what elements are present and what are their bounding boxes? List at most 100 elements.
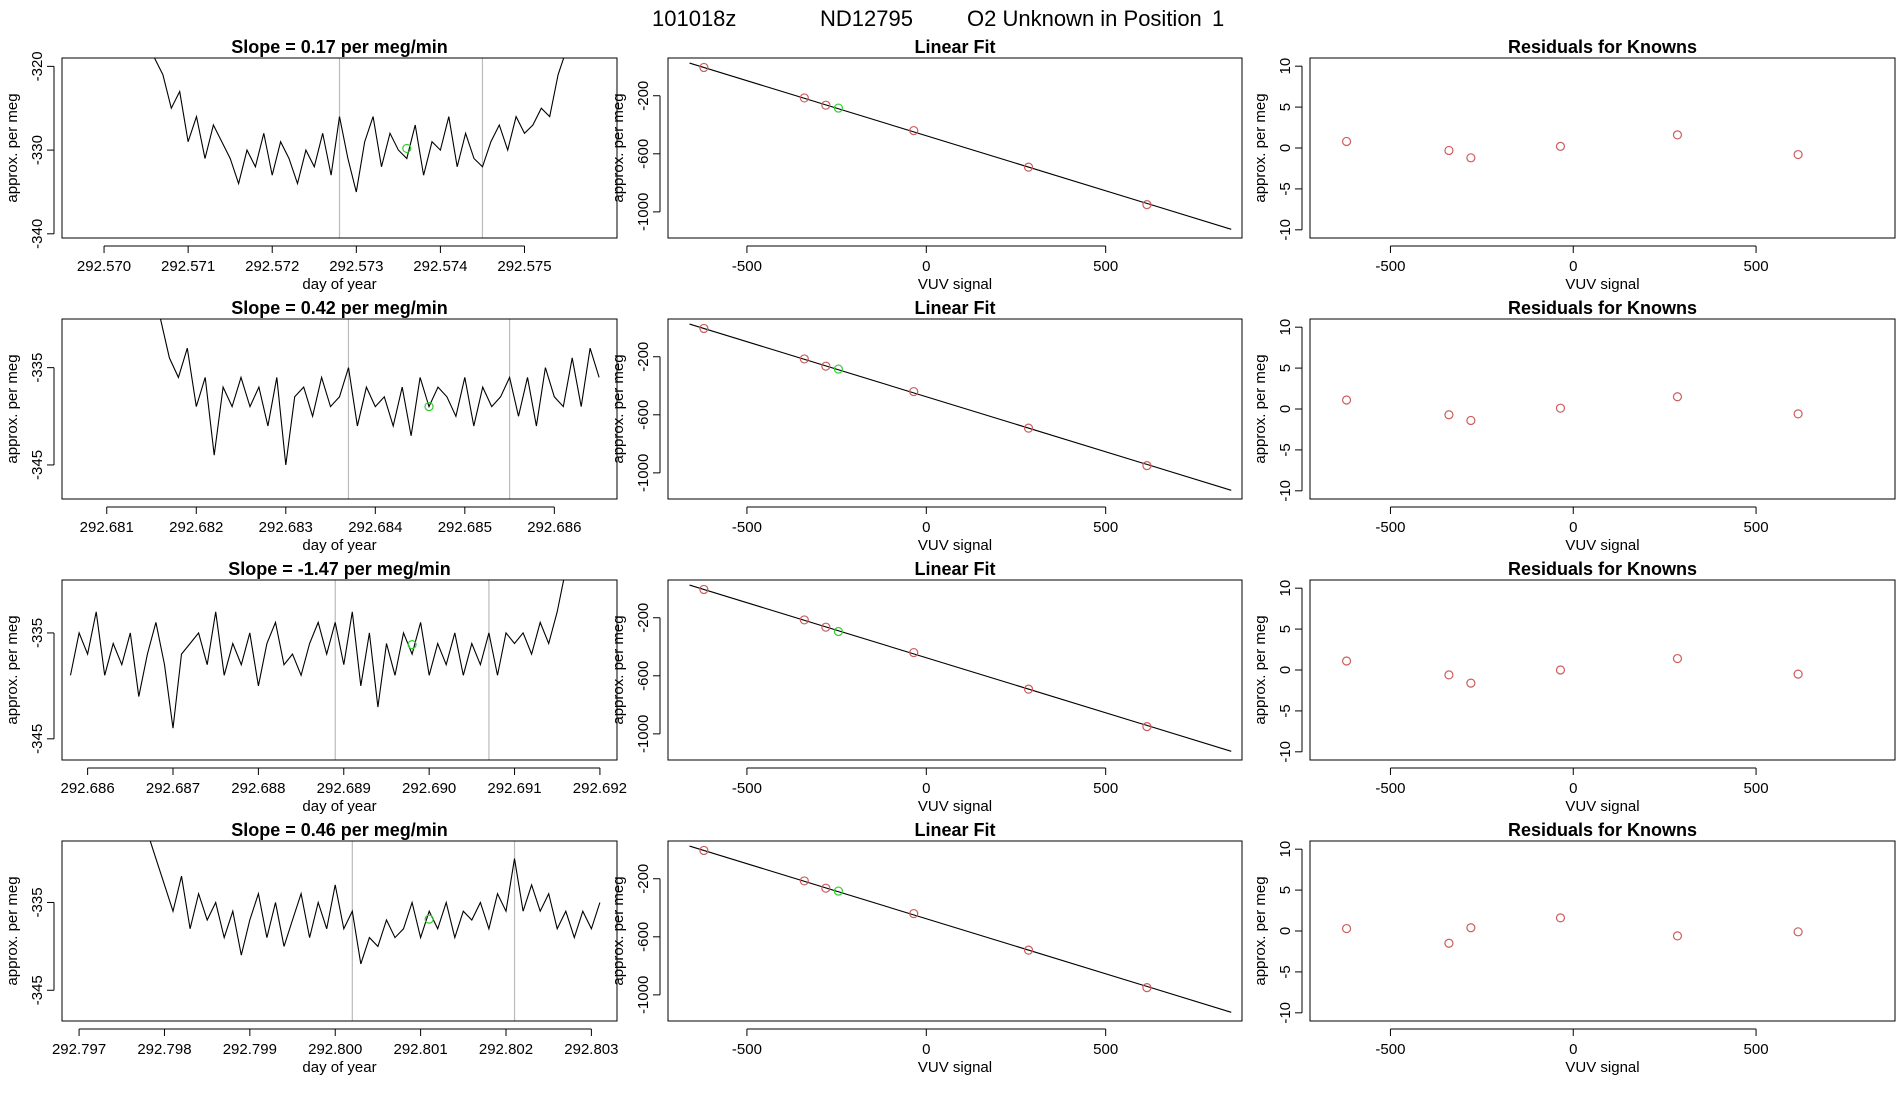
y-tick-label: -1000 [635,193,652,231]
x-axis-label: day of year [302,1059,376,1076]
known-point [1793,409,1803,419]
y-tick-label: -340 [29,219,46,249]
known-point [799,93,809,103]
known-point [909,386,919,397]
y-tick-label: 0 [1277,144,1294,152]
x-tick-label: 292.575 [497,258,551,275]
y-axis-label: approx. per meg [4,93,21,202]
series-line [149,841,601,965]
y-tick-label: 5 [1277,625,1294,633]
time-series-panel-1: Slope = 0.17 per meg/min 292.570 292.571 29… [4,37,618,293]
y-tick-label: -10 [1277,480,1294,502]
panel-title: Residuals for Knowns [1508,820,1697,840]
y-tick-label: -10 [1277,219,1294,241]
fit-line [689,584,1232,752]
y-axis-label: approx. per meg [610,354,627,463]
x-tick-label: 292.574 [413,258,467,275]
known-point [1341,395,1352,405]
y-axis-label: approx. per meg [610,93,627,202]
known-point [1341,136,1352,147]
y-tick-label: -320 [29,51,46,81]
x-tick-label: 292.798 [137,1041,191,1058]
x-tick-label: 500 [1093,258,1118,275]
plot-frame [61,579,618,761]
time-series-panel-4: Slope = 0.46 per meg/min 292.797 292.798 29… [4,820,619,1076]
known-point [1341,923,1352,934]
x-tick-label: -500 [1375,519,1405,536]
plot-frame [667,579,1243,761]
known-point [1555,913,1566,923]
x-tick-label: 292.685 [438,519,492,536]
x-tick-label: 292.686 [527,519,581,536]
y-tick-label: -10 [1277,1002,1294,1024]
x-tick-label: 292.687 [146,780,200,797]
unknown-point [833,626,844,637]
known-point [1023,162,1034,172]
y-tick-label: -5 [1277,443,1294,456]
panel-title: Slope = 0.42 per meg/min [231,298,448,318]
x-tick-label: 500 [1744,519,1769,536]
known-point [1555,141,1566,151]
x-tick-label: 0 [922,258,930,275]
y-axis-label: approx. per meg [4,615,21,724]
unknown-point [833,364,844,374]
y-tick-label: -335 [29,887,46,917]
panel-title: Slope = 0.17 per meg/min [231,37,448,57]
known-point [1444,670,1454,680]
panels: Slope = 0.17 per meg/min 292.570 292.571 29… [4,37,1896,1076]
x-tick-label: 292.802 [479,1041,533,1058]
title-run-id: 101018z [652,6,736,31]
data-layer [154,58,565,193]
y-tick-label: 10 [1277,319,1294,336]
x-tick-label: 292.691 [487,780,541,797]
data-layer [1341,653,1803,688]
y-axis-label: approx. per meg [1252,93,1269,202]
y-tick-label: 5 [1277,886,1294,894]
plot-frame [1309,579,1896,761]
x-tick-label: 292.571 [161,258,215,275]
x-tick-label: -500 [1375,1041,1405,1058]
known-point [1444,145,1454,156]
time-series-panel-3: Slope = -1.47 per meg/min 292.686 292.687 2… [4,559,627,815]
x-tick-label: 292.692 [573,780,627,797]
y-tick-label: 0 [1277,405,1294,413]
data-layer [69,580,565,729]
series-line [159,319,600,465]
x-tick-label: 0 [922,519,930,536]
y-tick-label: -345 [29,450,46,480]
known-point [699,323,709,334]
x-tick-label: -500 [732,258,762,275]
known-point [1793,927,1803,937]
y-tick-label: 5 [1277,103,1294,111]
y-tick-label: -600 [635,922,652,952]
y-tick-label: 10 [1277,580,1294,597]
known-point [799,615,809,625]
residuals-panel-2: Residuals for Knowns -500 0 500 VUV signal -1… [1252,298,1896,554]
panel-title: Linear Fit [914,559,995,579]
y-axis-label: approx. per meg [1252,354,1269,463]
known-point [1142,983,1152,993]
y-axis-label: approx. per meg [4,354,21,463]
x-tick-label: 0 [922,780,930,797]
data-layer [1341,913,1803,948]
y-tick-label: -1000 [635,454,652,492]
x-tick-label: -500 [1375,780,1405,797]
known-point [1672,931,1683,941]
unknown-point [833,886,844,896]
plot-frame [1309,318,1896,500]
residuals-panel-3: Residuals for Knowns -500 0 500 VUV signal -1… [1252,559,1896,815]
x-axis-label: day of year [302,537,376,554]
y-tick-label: -10 [1277,741,1294,763]
known-point [699,584,709,595]
x-tick-label: 292.801 [393,1041,447,1058]
panel-title: Slope = -1.47 per meg/min [228,559,451,579]
known-point [1466,923,1476,933]
x-axis-label: day of year [302,276,376,293]
known-point [1672,392,1683,402]
y-tick-label: -5 [1277,704,1294,717]
x-tick-label: -500 [732,519,762,536]
x-tick-label: 292.797 [52,1041,106,1058]
series-line [154,58,565,193]
known-point [1672,130,1683,140]
linear-fit-panel-4: Linear Fit -500 0 500 VUV signal -200 -600 -100… [610,820,1243,1076]
